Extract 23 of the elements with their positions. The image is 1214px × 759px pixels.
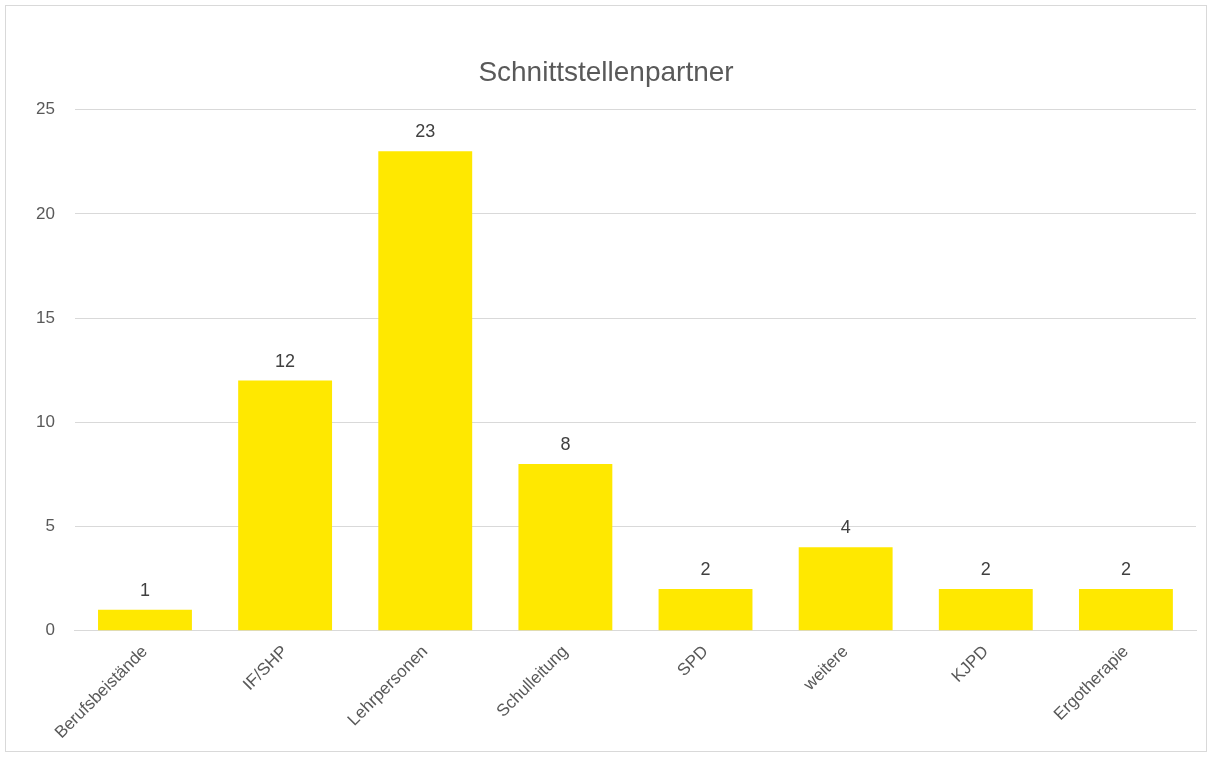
chart-title: Schnittstellenpartner xyxy=(478,55,734,87)
data-label: 2 xyxy=(700,558,711,579)
bar xyxy=(378,151,473,631)
bar xyxy=(518,463,613,631)
bar xyxy=(658,589,753,631)
data-label: 2 xyxy=(980,558,991,579)
data-label: 4 xyxy=(840,517,851,538)
bar xyxy=(1078,589,1173,631)
bar xyxy=(798,547,893,631)
data-label: 1 xyxy=(139,579,150,600)
bar xyxy=(238,380,333,631)
y-tick-label: 15 xyxy=(35,307,55,327)
y-tick-label: 10 xyxy=(35,411,55,431)
y-tick-label: 25 xyxy=(35,99,55,119)
y-tick-label: 0 xyxy=(45,620,55,640)
y-tick-label: 20 xyxy=(35,203,55,223)
data-label: 8 xyxy=(560,433,571,454)
data-label: 12 xyxy=(275,350,296,371)
data-label: 23 xyxy=(415,121,436,142)
bar xyxy=(938,589,1033,631)
y-tick-label: 5 xyxy=(45,516,55,536)
bar xyxy=(98,609,192,631)
data-label: 2 xyxy=(1120,558,1131,579)
